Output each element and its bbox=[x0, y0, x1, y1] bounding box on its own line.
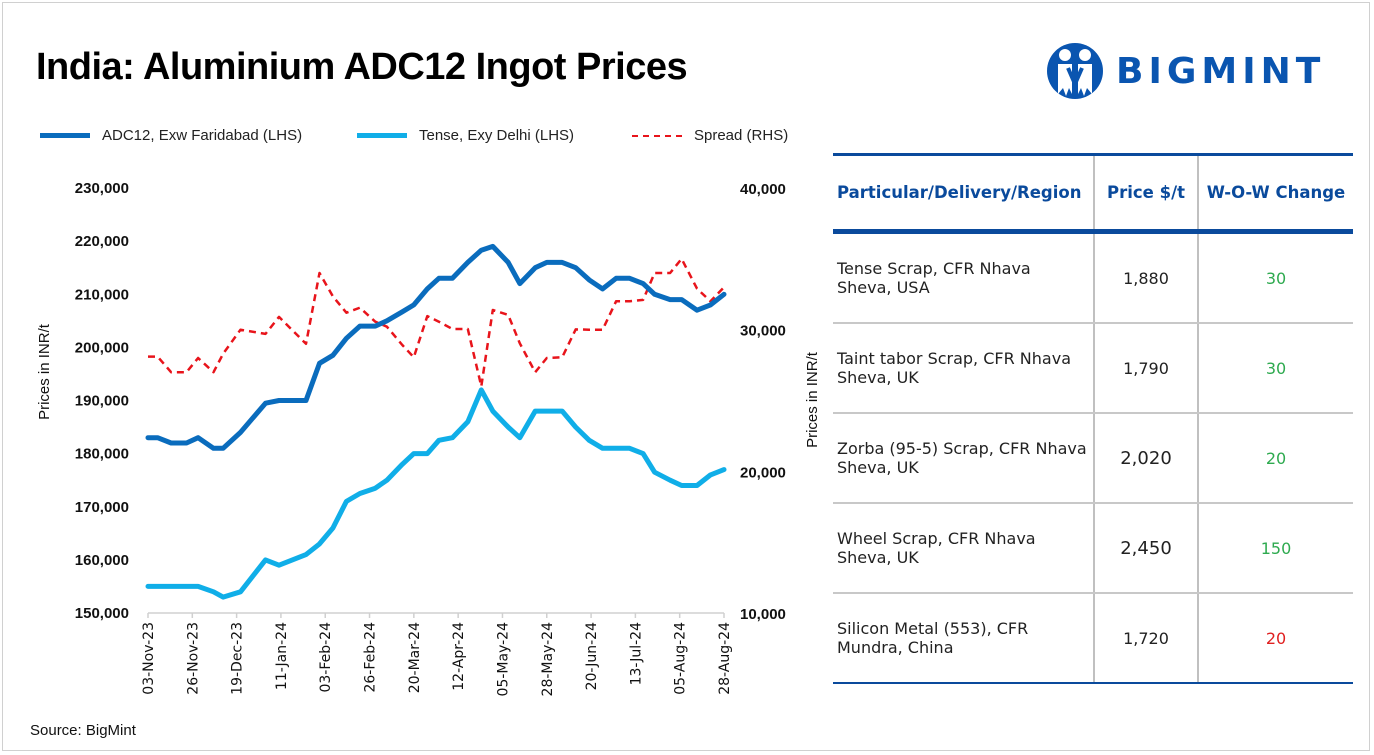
row-change: 30 bbox=[1197, 323, 1353, 414]
y-left-tick-label: 190,000 bbox=[75, 393, 129, 410]
header-particular: Particular/Delivery/Region bbox=[833, 153, 1094, 234]
header-change: W-O-W Change bbox=[1197, 153, 1353, 234]
y-right-tick-label: 20,000 bbox=[740, 464, 786, 481]
x-tick-label: 28-May-24 bbox=[540, 622, 556, 697]
row-change: 150 bbox=[1197, 503, 1353, 594]
legend-swatch bbox=[357, 133, 407, 138]
y-right-tick-label: 40,000 bbox=[740, 181, 786, 198]
legend-label: ADC12, Exw Faridabad (LHS) bbox=[102, 127, 303, 144]
y-right-axis-title: Prices in INR/t bbox=[804, 351, 821, 448]
y-left-tick-label: 170,000 bbox=[75, 499, 129, 516]
logo-people-icon bbox=[1047, 43, 1103, 99]
table-row: Silicon Metal (553), CFR Mundra, China 1,… bbox=[833, 593, 1353, 684]
legend-label: Tense, Exy Delhi (LHS) bbox=[419, 127, 575, 144]
legend-item-tense: Tense, Exy Delhi (LHS) bbox=[357, 127, 574, 144]
table-row: Tense Scrap, CFR Nhava Sheva, USA 1,880 30 bbox=[833, 231, 1353, 324]
source-note: Source: BigMint bbox=[30, 722, 136, 739]
y-left-tick-label: 160,000 bbox=[75, 552, 129, 569]
legend-item-adc12: ADC12, Exw Faridabad (LHS) bbox=[40, 127, 302, 144]
row-item: Wheel Scrap, CFR Nhava Sheva, UK bbox=[833, 503, 1094, 594]
logo-text: BIGMINT bbox=[1116, 50, 1326, 92]
x-tick-label: 26-Feb-24 bbox=[363, 622, 379, 693]
x-tick-label: 05-Aug-24 bbox=[673, 622, 689, 695]
x-tick-label: 28-Aug-24 bbox=[717, 622, 733, 695]
x-tick-label: 12-Apr-24 bbox=[451, 622, 467, 691]
table-row: Taint tabor Scrap, CFR Nhava Sheva, UK 1,… bbox=[833, 323, 1353, 414]
row-price: 1,790 bbox=[1093, 323, 1198, 414]
y-left-tick-label: 230,000 bbox=[75, 180, 129, 197]
series-line-1 bbox=[145, 387, 727, 600]
row-change: 30 bbox=[1197, 231, 1353, 324]
row-change: 20 bbox=[1197, 413, 1353, 504]
row-item: Tense Scrap, CFR Nhava Sheva, USA bbox=[833, 231, 1094, 324]
row-price: 1,880 bbox=[1093, 231, 1198, 324]
table-row: Wheel Scrap, CFR Nhava Sheva, UK 2,450 150 bbox=[833, 503, 1353, 594]
row-item: Zorba (95-5) Scrap, CFR Nhava Sheva, UK bbox=[833, 413, 1094, 504]
header-price: Price $/t bbox=[1093, 153, 1198, 234]
legend-item-spread: Spread (RHS) bbox=[632, 127, 788, 144]
x-tick-label: 05-May-24 bbox=[495, 622, 511, 697]
x-tick-label: 13-Jul-24 bbox=[628, 622, 644, 685]
x-tick-label: 03-Nov-23 bbox=[141, 622, 157, 695]
x-tick-label: 20-Mar-24 bbox=[407, 622, 423, 693]
series-line-0 bbox=[145, 243, 727, 451]
x-tick-label: 26-Nov-23 bbox=[185, 622, 201, 695]
table-row: Zorba (95-5) Scrap, CFR Nhava Sheva, UK 2… bbox=[833, 413, 1353, 504]
legend-swatch bbox=[632, 134, 682, 137]
x-tick-label: 19-Dec-23 bbox=[230, 622, 246, 695]
y-right-tick-label: 30,000 bbox=[740, 323, 786, 340]
row-price: 1,720 bbox=[1093, 593, 1198, 684]
series-line-2 bbox=[148, 257, 725, 388]
y-left-tick-label: 200,000 bbox=[75, 339, 129, 356]
row-item: Taint tabor Scrap, CFR Nhava Sheva, UK bbox=[833, 323, 1094, 414]
row-price: 2,020 bbox=[1093, 413, 1198, 504]
table-header-row: Particular/Delivery/Region Price $/t W-O… bbox=[833, 153, 1353, 234]
bigmint-logo: BIGMINT bbox=[1046, 40, 1325, 102]
x-tick-label: 03-Feb-24 bbox=[318, 622, 334, 693]
y-left-axis-title: Prices in INR/t bbox=[36, 323, 53, 420]
y-right-tick-label: 10,000 bbox=[740, 606, 786, 623]
row-change: 20 bbox=[1197, 593, 1353, 684]
line-chart: 03-Nov-23 26-Nov-23 19-Dec-23 11-Jan-24 03-F… bbox=[36, 180, 821, 697]
x-tick-label: 20-Jun-24 bbox=[584, 622, 600, 690]
y-left-tick-label: 150,000 bbox=[75, 605, 129, 622]
y-left-tick-label: 180,000 bbox=[75, 446, 129, 463]
legend-swatch bbox=[40, 133, 90, 138]
row-item: Silicon Metal (553), CFR Mundra, China bbox=[833, 593, 1094, 684]
row-price: 2,450 bbox=[1093, 503, 1198, 594]
y-left-tick-label: 210,000 bbox=[75, 286, 129, 303]
price-table: Particular/Delivery/Region Price $/t W-O… bbox=[833, 153, 1353, 684]
legend-label: Spread (RHS) bbox=[694, 127, 789, 144]
page-title: India: Aluminium ADC12 Ingot Prices bbox=[36, 46, 688, 88]
x-tick-label: 11-Jan-24 bbox=[274, 622, 290, 690]
y-left-tick-label: 220,000 bbox=[75, 233, 129, 250]
